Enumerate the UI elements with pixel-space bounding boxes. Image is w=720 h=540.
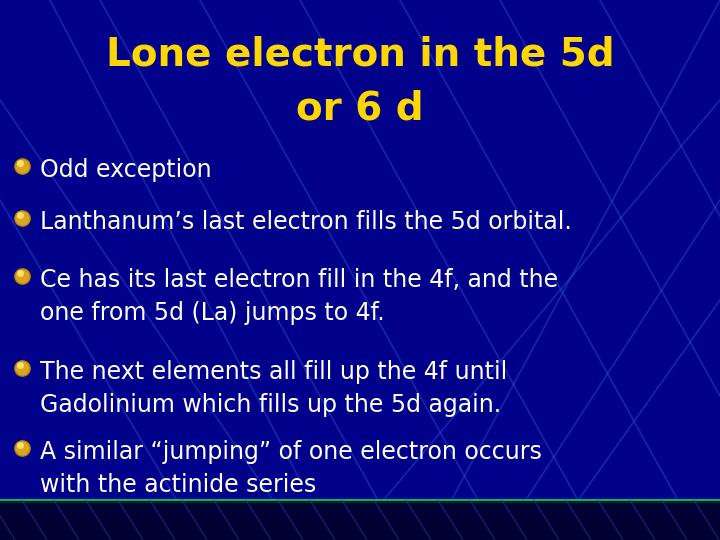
Text: A similar “jumping” of one electron occurs
with the actinide series: A similar “jumping” of one electron occu… bbox=[40, 440, 542, 497]
Text: Lone electron in the 5d: Lone electron in the 5d bbox=[106, 35, 614, 73]
Text: Ce has its last electron fill in the 4f, and the
one from 5d (La) jumps to 4f.: Ce has its last electron fill in the 4f,… bbox=[40, 268, 558, 325]
Text: Odd exception: Odd exception bbox=[40, 158, 212, 182]
Bar bbox=[0, 500, 720, 540]
Text: or 6 d: or 6 d bbox=[296, 90, 424, 128]
Text: The next elements all fill up the 4f until
Gadolinium which fills up the 5d agai: The next elements all fill up the 4f unt… bbox=[40, 360, 508, 416]
Text: Lanthanum’s last electron fills the 5d orbital.: Lanthanum’s last electron fills the 5d o… bbox=[40, 210, 572, 234]
